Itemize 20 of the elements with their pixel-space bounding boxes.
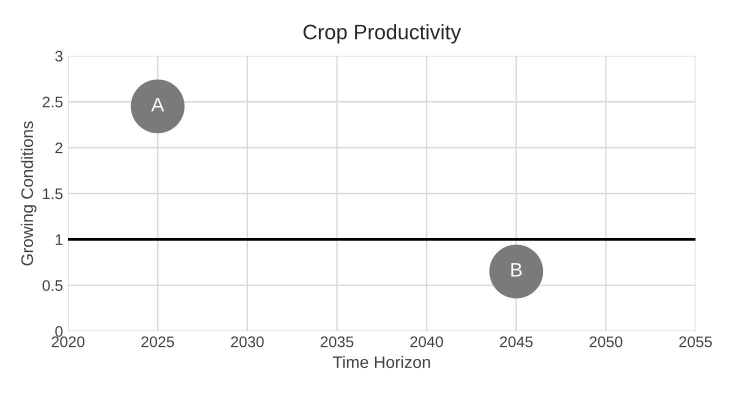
x-tick-label: 2045 bbox=[500, 336, 533, 348]
y-tick-label: 0.5 bbox=[42, 280, 63, 291]
y-axis-title: Growing Conditions bbox=[20, 121, 36, 266]
x-tick-label: 2025 bbox=[141, 336, 174, 348]
y-tick-label: 2.5 bbox=[42, 96, 63, 108]
x-tick-label: 2020 bbox=[52, 336, 84, 348]
x-axis-title: Time Horizon bbox=[332, 356, 430, 368]
chart-title: Crop Productivity bbox=[304, 24, 462, 44]
y-tick-label: 2 bbox=[55, 142, 62, 154]
annotation: B bbox=[511, 263, 522, 277]
y-tick-label: 0 bbox=[55, 326, 63, 337]
x-tick-label: 2055 bbox=[679, 336, 712, 348]
y-tick-label: 1 bbox=[56, 234, 62, 245]
x-tick-label: 2030 bbox=[231, 336, 264, 348]
x-tick-label: 2040 bbox=[410, 336, 443, 348]
x-tick-label: 2050 bbox=[590, 336, 622, 348]
y-tick-label: 1.5 bbox=[43, 188, 63, 200]
y-tick-label: 3 bbox=[55, 50, 63, 62]
x-tick-label: 2035 bbox=[320, 336, 354, 348]
annotation: A bbox=[151, 98, 164, 112]
